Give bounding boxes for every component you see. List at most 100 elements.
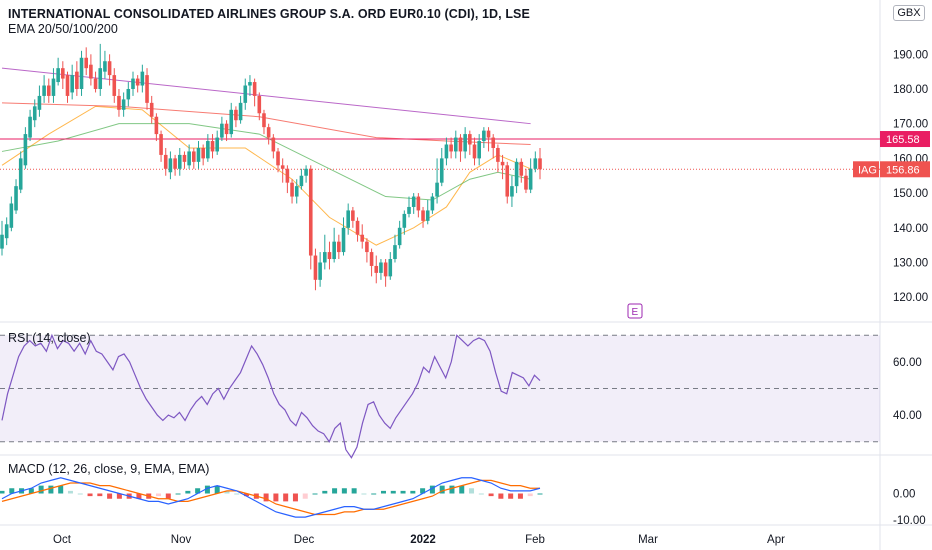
macd-histogram-bar [204,485,210,494]
candle-body [182,154,187,162]
candle-body [458,137,463,152]
candle-body [201,147,205,159]
macd-histogram-bar [195,488,201,494]
candle-body [486,130,491,138]
candle-body [528,168,533,190]
macd-pane-label[interactable]: MACD (12, 26, close, 9, EMA, EMA) [8,462,210,476]
candle-body [355,220,360,235]
macd-histogram-bar [380,490,386,494]
ema-line [1,123,531,201]
candle-body [491,137,496,148]
earnings-marker-label: E [632,307,639,318]
macd-histogram-bar [165,493,171,499]
candle-body [402,213,407,228]
price-tick-label: 120.00 [893,292,928,304]
candle-body [149,102,154,117]
macd-histogram-bar [537,493,543,495]
candle-body [453,137,458,152]
candle-body [187,151,191,166]
candle-body [32,106,37,121]
candle-body [411,196,416,207]
macd-histogram-bar [341,488,347,494]
rsi-tick-label: 60.00 [893,357,922,369]
candle-body [514,161,519,187]
candle-body [210,141,215,152]
candle-body [98,68,103,89]
candle-body [280,165,285,169]
macd-signal-line [1,479,540,516]
candle-body [112,75,117,96]
candle-body [323,252,327,263]
candle-body [23,134,28,166]
candle-body [28,116,32,138]
macd-histogram-bar [332,488,338,494]
candle-body [196,147,201,162]
candle-body [496,147,500,162]
candle-body [285,168,290,183]
candle-body [0,234,4,249]
candle-body [374,265,379,273]
candle-body [159,134,163,155]
candle-body [351,210,355,221]
candle-body [238,102,243,121]
macd-tick-label: 0.00 [893,489,915,501]
macd-histogram-bar [351,488,357,494]
chart-title: INTERNATIONAL CONSOLIDATED AIRLINES GROU… [8,7,530,21]
macd-histogram-bar [156,493,162,497]
candle-body [360,234,365,242]
time-tick-label: Dec [294,534,315,546]
candle-body [533,158,538,169]
candle-body [154,116,159,135]
candle-body [56,68,60,83]
macd-histogram-bar [449,485,455,494]
macd-histogram-bar [459,485,465,494]
price-tick-label: 190.00 [893,49,928,61]
candle-body [444,144,449,159]
macd-histogram-bar [116,493,122,499]
macd-histogram-bar [390,490,396,494]
macd-histogram-bar [439,485,445,494]
price-tick-label: 140.00 [893,223,928,235]
candle-body [9,203,14,228]
time-tick-label: Mar [638,534,658,546]
candle-body [117,95,121,110]
rsi-tick-label: 40.00 [893,410,922,422]
candle-body [388,259,393,277]
candle-body [538,158,542,170]
candle-body [37,95,42,110]
macd-histogram-bar [410,490,416,494]
macd-histogram-bar [429,485,435,494]
candle-body [271,137,276,152]
candle-body [46,85,51,96]
candle-body [276,151,280,166]
macd-histogram-bar [371,493,377,495]
macd-histogram-bar [58,485,64,494]
candle-body [416,196,421,211]
macd-histogram-bar [527,493,533,497]
candle-body [257,95,262,114]
candle-body [262,113,266,128]
indicator-legend[interactable]: EMA 20/50/100/200 [8,22,118,36]
currency-button[interactable]: GBX [893,5,925,21]
ema-line [1,105,531,246]
candle-body [14,186,18,211]
candle-body [313,255,318,280]
candle-body [266,127,271,138]
macd-histogram-bar [107,493,113,499]
candle-body [505,165,510,197]
candle-body [140,71,145,86]
earnings-marker [627,303,643,319]
candle-body [192,151,196,162]
candle-body [449,144,453,152]
candle-body [519,161,524,176]
macd-histogram-bar [48,485,54,494]
candle-body [75,71,79,89]
candle-body [510,186,514,197]
macd-histogram-bar [517,493,523,499]
candle-body [379,262,383,273]
candle-body [290,182,294,197]
candle-body [18,158,23,190]
candle-body [42,85,46,96]
rsi-pane-label[interactable]: RSI (14, close) [8,331,91,345]
